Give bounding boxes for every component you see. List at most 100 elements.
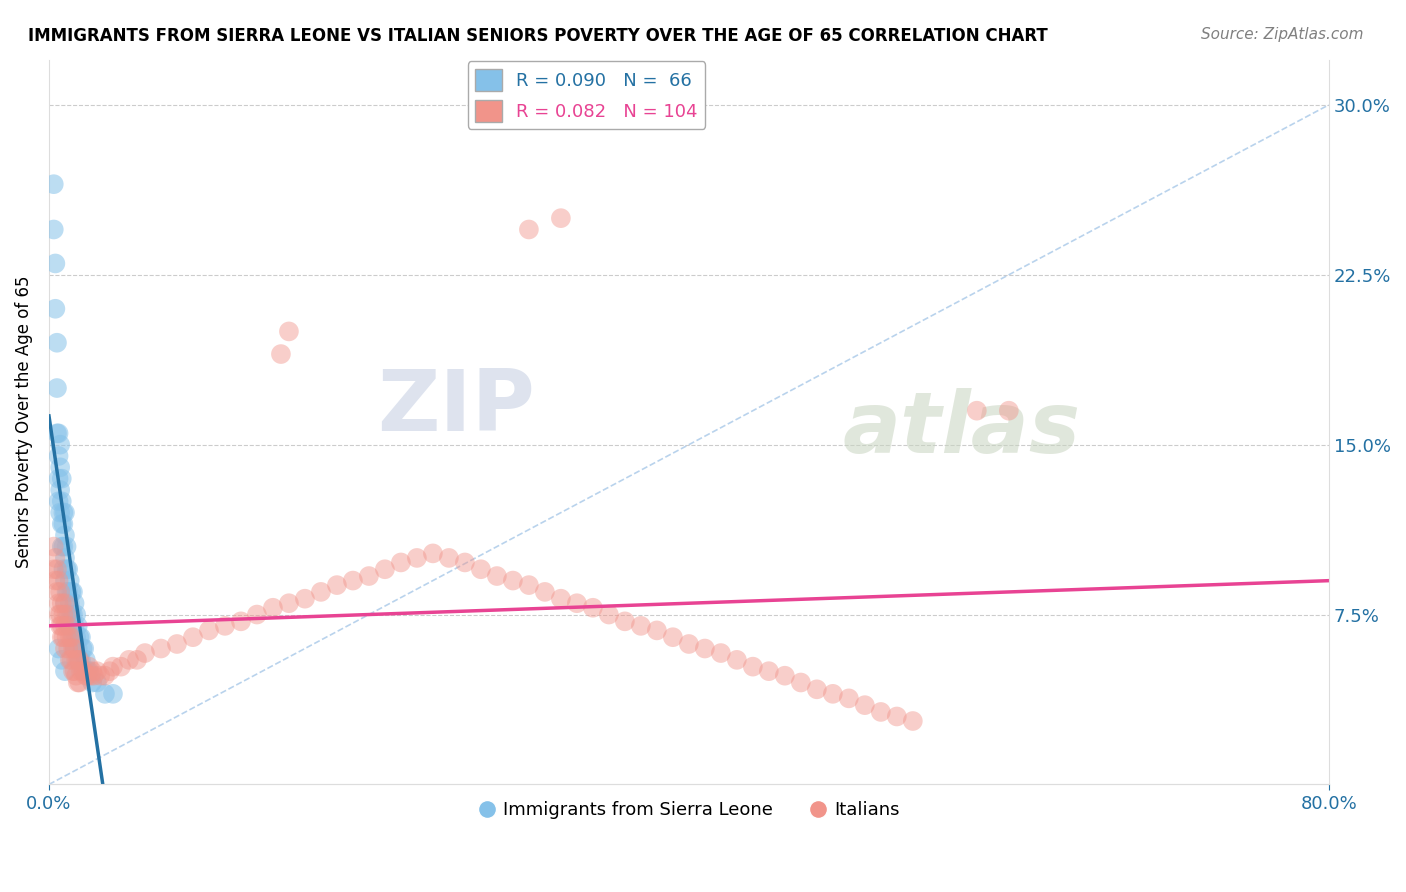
Point: [294, 591, 316, 606]
Point: [51, 596, 73, 610]
Point: [65, 653, 87, 667]
Point: [389, 556, 412, 570]
Point: [76, 664, 98, 678]
Point: [662, 630, 685, 644]
Point: [51, 516, 73, 531]
Point: [790, 675, 813, 690]
Point: [70, 630, 93, 644]
Point: [75, 669, 97, 683]
Point: [853, 698, 876, 713]
Point: [534, 585, 557, 599]
Point: [65, 669, 87, 683]
Point: [56, 641, 79, 656]
Point: [49, 438, 72, 452]
Point: [422, 546, 444, 560]
Point: [613, 615, 636, 629]
Point: [72, 664, 94, 678]
Point: [60, 630, 83, 644]
Point: [53, 641, 76, 656]
Point: [53, 596, 76, 610]
Point: [67, 653, 90, 667]
Point: [67, 675, 90, 690]
Point: [342, 574, 364, 588]
Point: [51, 494, 73, 508]
Point: [166, 637, 188, 651]
Point: [49, 585, 72, 599]
Point: [710, 646, 733, 660]
Point: [565, 596, 588, 610]
Point: [49, 483, 72, 497]
Point: [46, 562, 69, 576]
Point: [630, 619, 652, 633]
Point: [77, 664, 100, 678]
Point: [52, 630, 75, 644]
Point: [51, 619, 73, 633]
Legend: Immigrants from Sierra Leone, Italians: Immigrants from Sierra Leone, Italians: [471, 794, 907, 826]
Point: [53, 574, 76, 588]
Point: [46, 585, 69, 599]
Point: [181, 630, 204, 644]
Point: [73, 641, 96, 656]
Point: [55, 540, 77, 554]
Point: [48, 494, 70, 508]
Point: [214, 619, 236, 633]
Point: [55, 607, 77, 622]
Point: [62, 641, 84, 656]
Point: [63, 641, 86, 656]
Point: [56, 619, 79, 633]
Text: IMMIGRANTS FROM SIERRA LEONE VS ITALIAN SENIORS POVERTY OVER THE AGE OF 65 CORRE: IMMIGRANTS FROM SIERRA LEONE VS ITALIAN …: [28, 27, 1047, 45]
Point: [70, 664, 93, 678]
Point: [374, 562, 396, 576]
Point: [60, 607, 83, 622]
Point: [502, 574, 524, 588]
Point: [110, 659, 132, 673]
Point: [86, 675, 108, 690]
Point: [46, 335, 69, 350]
Point: [51, 630, 73, 644]
Point: [246, 607, 269, 622]
Point: [66, 619, 89, 633]
Point: [46, 381, 69, 395]
Point: [48, 449, 70, 463]
Point: [75, 653, 97, 667]
Point: [309, 585, 332, 599]
Point: [49, 607, 72, 622]
Point: [65, 630, 87, 644]
Point: [55, 585, 77, 599]
Point: [89, 669, 111, 683]
Point: [67, 653, 90, 667]
Point: [49, 460, 72, 475]
Point: [66, 675, 89, 690]
Point: [725, 653, 748, 667]
Point: [773, 669, 796, 683]
Point: [52, 516, 75, 531]
Point: [51, 653, 73, 667]
Point: [53, 664, 76, 678]
Point: [48, 641, 70, 656]
Point: [741, 659, 763, 673]
Point: [59, 574, 82, 588]
Point: [70, 653, 93, 667]
Point: [48, 596, 70, 610]
Point: [66, 641, 89, 656]
Point: [67, 630, 90, 644]
Point: [52, 607, 75, 622]
Point: [55, 562, 77, 576]
Text: Source: ZipAtlas.com: Source: ZipAtlas.com: [1201, 27, 1364, 42]
Point: [53, 550, 76, 565]
Point: [821, 687, 844, 701]
Point: [270, 347, 292, 361]
Point: [470, 562, 492, 576]
Point: [73, 664, 96, 678]
Point: [42, 177, 65, 191]
Point: [869, 705, 891, 719]
Point: [998, 403, 1021, 417]
Point: [56, 607, 79, 622]
Point: [550, 211, 572, 226]
Point: [42, 540, 65, 554]
Point: [63, 641, 86, 656]
Point: [49, 506, 72, 520]
Point: [278, 596, 301, 610]
Point: [59, 596, 82, 610]
Point: [62, 664, 84, 678]
